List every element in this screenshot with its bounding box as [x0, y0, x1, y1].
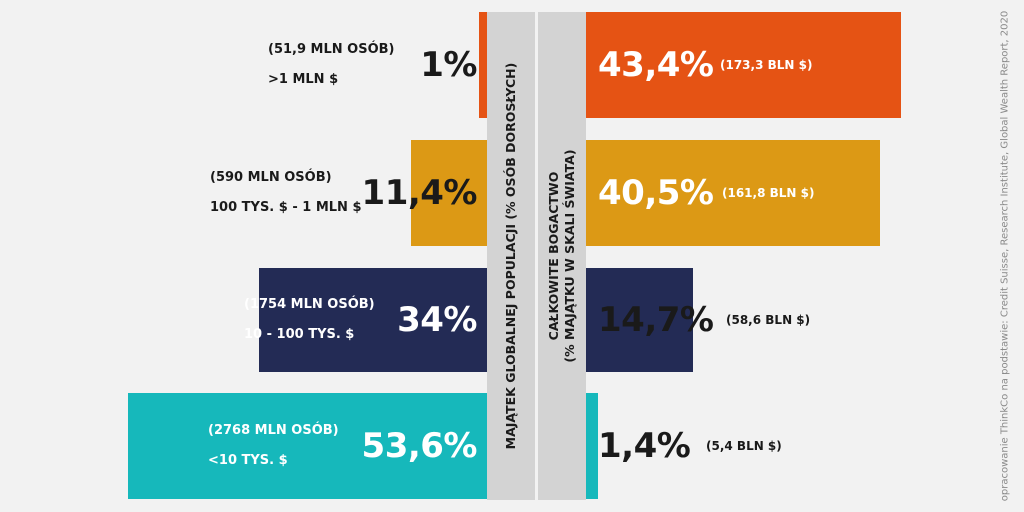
wealth-absolute-label: (5,4 BLN $): [706, 439, 782, 453]
population-pct-label: 34%: [397, 300, 477, 340]
wealth-pct-label: 1,4%: [598, 426, 691, 466]
left-axis-band: [487, 12, 535, 500]
people-count-label: (2768 MLN OSÓB): [208, 423, 339, 438]
wealth-bar: [586, 140, 880, 246]
wealth-range-label: 100 TYS. $ - 1 MLN $: [210, 200, 362, 215]
wealth-bar: [586, 393, 598, 499]
wealth-bar: [586, 268, 693, 372]
wealth-absolute-label: (161,8 BLN $): [722, 186, 815, 200]
group-label: (51,9 MLN OSÓB) >1 MLN $: [268, 35, 394, 95]
right-axis-band: [538, 12, 586, 500]
wealth-pct-label: 14,7%: [598, 300, 714, 340]
wealth-range-label: >1 MLN $: [268, 72, 339, 87]
population-pct-label: 11,4%: [361, 173, 478, 213]
right-axis-label-line1: CAŁKOWITE BOGACTWO: [546, 171, 561, 341]
source-note: opracowanie ThinkCo na podstawie: Credit…: [998, 10, 1012, 502]
wealth-pct-label: 43,4%: [598, 45, 714, 85]
wealth-absolute-label: (58,6 BLN $): [726, 313, 811, 327]
population-bar: [410, 140, 487, 246]
group-label: (2768 MLN OSÓB) <10 TYS. $: [208, 416, 339, 476]
left-axis-label: MAJĄTEK GLOBALNEJ POPULACJI (% OSÓB DORO…: [487, 12, 535, 500]
people-count-label: (1754 MLN OSÓB): [244, 297, 375, 312]
source-text: opracowanie ThinkCo na podstawie: Credit…: [999, 10, 1011, 502]
people-count-label: (590 MLN OSÓB): [210, 170, 332, 185]
people-count-label: (51,9 MLN OSÓB): [268, 42, 395, 57]
wealth-bar: [586, 12, 901, 118]
group-label: (590 MLN OSÓB) 100 TYS. $ - 1 MLN $: [210, 163, 362, 223]
population-pct-label: 53,6%: [361, 426, 478, 466]
wealth-range-label: <10 TYS. $: [208, 453, 288, 468]
wealth-range-label: 10 - 100 TYS. $: [244, 327, 355, 342]
population-bar: [127, 393, 487, 499]
group-label: (1754 MLN OSÓB) 10 - 100 TYS. $: [244, 290, 375, 350]
wealth-absolute-label: (173,3 BLN $): [720, 58, 813, 72]
left-axis-label-text: MAJĄTEK GLOBALNEJ POPULACJI (% OSÓB DORO…: [503, 62, 518, 450]
right-axis-label: CAŁKOWITE BOGACTWO (% MAJĄTKU W SKALI ŚW…: [538, 12, 586, 500]
wealth-pct-label: 40,5%: [598, 173, 714, 213]
population-pct-label: 1%: [420, 45, 477, 85]
right-axis-label-line2: (% MAJĄTKU W SKALI ŚWIATA): [562, 149, 577, 363]
population-bar: [259, 268, 487, 372]
population-bar: [479, 12, 487, 118]
